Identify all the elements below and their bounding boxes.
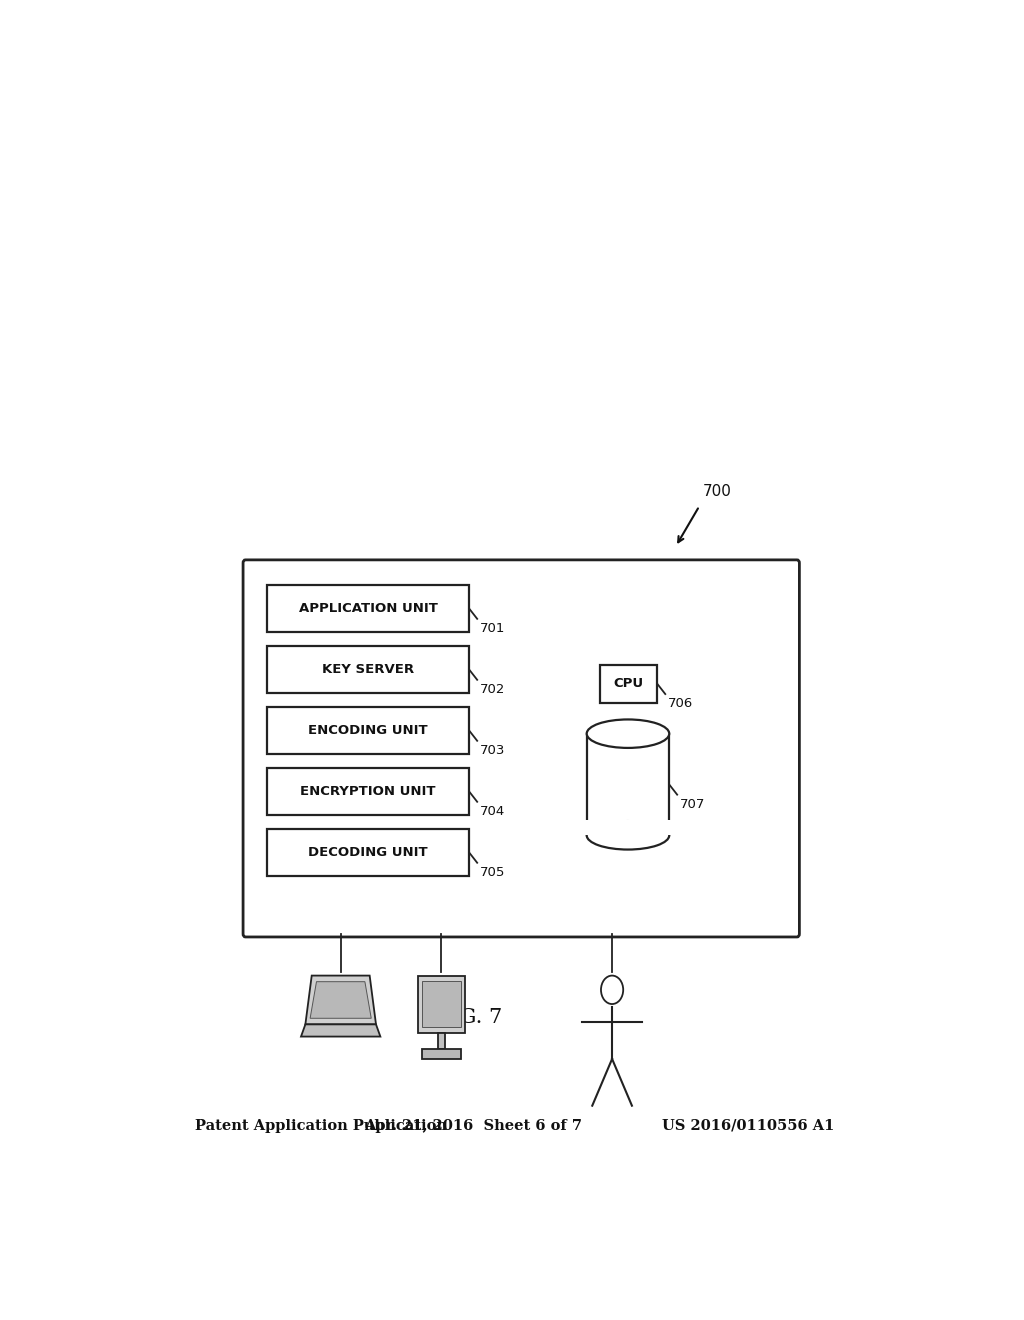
- Bar: [418, 975, 465, 1032]
- Bar: [422, 1049, 461, 1059]
- Text: APPLICATION UNIT: APPLICATION UNIT: [299, 602, 437, 615]
- Bar: [437, 1032, 445, 1049]
- Text: 706: 706: [668, 697, 693, 710]
- Text: ENCODING UNIT: ENCODING UNIT: [308, 725, 428, 737]
- Text: 701: 701: [479, 622, 505, 635]
- Bar: [267, 829, 469, 876]
- Text: 704: 704: [479, 805, 505, 818]
- Polygon shape: [305, 975, 376, 1024]
- Ellipse shape: [587, 719, 670, 748]
- Text: 703: 703: [479, 744, 505, 756]
- Text: 705: 705: [479, 866, 505, 879]
- Bar: [267, 647, 469, 693]
- Text: ENCRYPTION UNIT: ENCRYPTION UNIT: [300, 785, 436, 799]
- Bar: [267, 708, 469, 754]
- Bar: [422, 981, 461, 1027]
- Text: KEY SERVER: KEY SERVER: [322, 663, 414, 676]
- Text: 700: 700: [702, 484, 731, 499]
- Bar: [585, 820, 671, 836]
- FancyBboxPatch shape: [243, 560, 800, 937]
- Text: CPU: CPU: [613, 677, 644, 690]
- Circle shape: [601, 975, 624, 1005]
- Ellipse shape: [587, 821, 670, 850]
- Bar: [600, 664, 657, 704]
- Text: Apr. 21, 2016  Sheet 6 of 7: Apr. 21, 2016 Sheet 6 of 7: [365, 1118, 583, 1133]
- Polygon shape: [301, 1024, 380, 1036]
- Text: 707: 707: [680, 797, 705, 810]
- Text: Patent Application Publication: Patent Application Publication: [196, 1118, 447, 1133]
- Bar: [267, 585, 469, 632]
- Text: 702: 702: [479, 682, 505, 696]
- Bar: [587, 734, 670, 836]
- Polygon shape: [310, 982, 372, 1018]
- Text: DECODING UNIT: DECODING UNIT: [308, 846, 428, 859]
- Bar: [267, 768, 469, 814]
- Text: US 2016/0110556 A1: US 2016/0110556 A1: [662, 1118, 835, 1133]
- Text: FIG. 7: FIG. 7: [436, 1007, 502, 1027]
